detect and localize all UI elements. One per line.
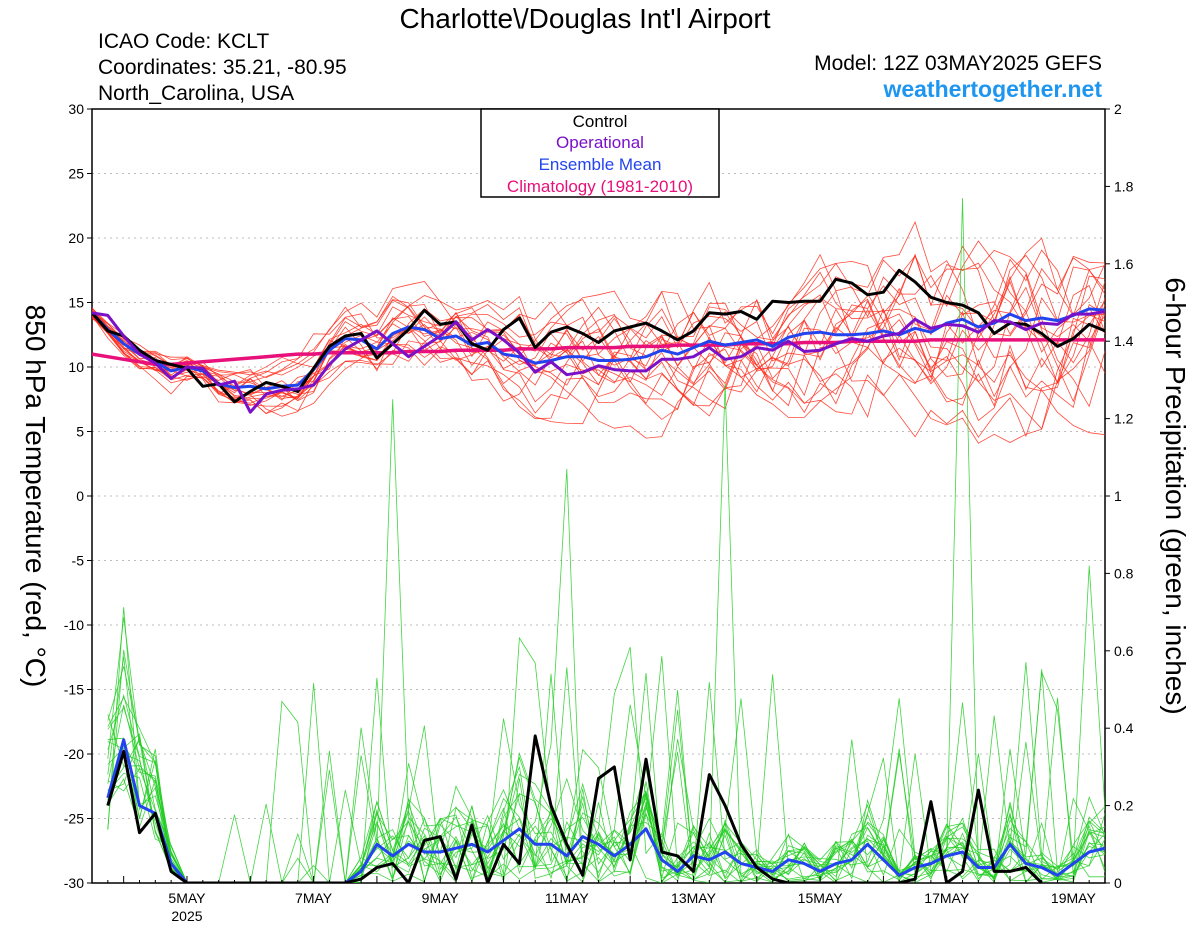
member-temp-line	[92, 254, 1105, 417]
member-precip-line	[107, 669, 1105, 883]
member-temp-line	[92, 240, 1105, 417]
grid	[92, 173, 1105, 819]
y-left-tick-label: 30	[68, 101, 84, 117]
icao-code: ICAO Code: KCLT	[98, 30, 269, 53]
y-left-tick-label: -15	[64, 682, 84, 698]
coordinates: Coordinates: 35.21, -80.95	[98, 56, 347, 79]
member-precip-line	[107, 383, 1105, 883]
legend-climatology: Climatology (1981-2010)	[507, 177, 693, 196]
y-right-tick-label: 1	[1114, 488, 1122, 504]
legend: Control Operational Ensemble Mean Climat…	[480, 108, 720, 198]
member-temp-line	[92, 280, 1105, 397]
y-left-tick-label: -20	[64, 746, 84, 762]
operational-temp-line	[92, 309, 1105, 414]
ensemble-mean-temp-line	[92, 307, 1105, 391]
legend-ensemble-mean: Ensemble Mean	[539, 155, 662, 174]
y-left-tick-label: 25	[68, 166, 84, 182]
x-tick-label: 15MAY	[798, 890, 844, 906]
member-precip-line	[107, 671, 1105, 883]
y-right-tick-label: 1.8	[1114, 178, 1134, 194]
member-precip-line	[107, 197, 1105, 883]
x-tick-label: 5MAY	[168, 890, 206, 906]
ensemble-mean-precip-line	[106, 738, 1105, 883]
member-precip-line	[107, 666, 1105, 883]
member-temp-line	[92, 295, 1105, 406]
member-temp-line	[92, 290, 1105, 407]
x-tick-label: 17MAY	[924, 890, 970, 906]
member-precip-line	[107, 636, 1105, 883]
control-precip-line	[106, 734, 1043, 883]
member-precip-line	[107, 617, 1105, 883]
x-tick-label: 11MAY	[545, 890, 589, 906]
y-right-label: 6-hour Precipitation (green, inches)	[1160, 277, 1191, 714]
member-temp-line	[92, 304, 1105, 444]
member-temp-line	[92, 255, 1105, 405]
y-left-tick-label: 15	[68, 295, 84, 311]
x-tick-sublabel: 2025	[171, 908, 202, 924]
y-right-tick-label: 0.8	[1114, 565, 1134, 581]
member-temp-line	[92, 290, 1105, 425]
member-precip-line	[107, 768, 1105, 883]
member-temp-line	[92, 262, 1105, 420]
member-precip-line	[107, 737, 1105, 883]
member-precip-line	[107, 704, 1105, 883]
legend-control: Control	[573, 112, 628, 131]
y-left-tick-label: -25	[64, 811, 84, 827]
site-name[interactable]: weathertogether.net	[882, 76, 1102, 102]
y-left-tick-label: -10	[64, 617, 84, 633]
y-right-tick-label: 1.2	[1114, 411, 1134, 427]
y-right-tick-label: 1.6	[1114, 256, 1134, 272]
member-precip-line	[107, 698, 1105, 883]
member-precip-line	[107, 690, 1105, 883]
member-temp-line	[92, 221, 1105, 410]
legend-operational: Operational	[556, 133, 644, 152]
model-run: Model: 12Z 03MAY2025 GEFS	[814, 52, 1102, 75]
member-temp-line	[92, 249, 1105, 439]
x-tick-label: 13MAY	[671, 890, 717, 906]
y-left-label: 850 hPa Temperature (red, °C)	[20, 305, 51, 688]
x-tick-label: 7MAY	[295, 890, 333, 906]
x-axis-ticks: 5MAY 2025 7MAY 9MAY 11MAY 13MAY 15MAY 17MAY 19MA…	[91, 876, 1106, 924]
y-right-tick-label: 1.4	[1114, 333, 1134, 349]
y-right-tick-label: 2	[1114, 101, 1122, 117]
y-right-tick-label: 0.2	[1114, 798, 1134, 814]
members-precip	[107, 197, 1105, 883]
chart-title: Charlotte\/Douglas Int'l Airport	[399, 3, 770, 34]
member-temp-line	[92, 271, 1105, 430]
y-right-tick-label: 0.4	[1114, 720, 1134, 736]
y-right-tick-label: 0	[1114, 875, 1122, 891]
member-temp-line	[92, 255, 1105, 407]
y-left-tick-label: 0	[76, 488, 84, 504]
control-temp-line	[92, 268, 1105, 404]
y-left-tick-label: 20	[68, 230, 84, 246]
legend-box	[480, 108, 720, 198]
region: North_Carolina, USA	[98, 82, 294, 105]
left-axis-ticks: 30 25 20 15 10 5 0 -5 -10 -15 -20 -25 -30	[64, 101, 92, 891]
right-axis-ticks: 2 1.8 1.6 1.4 1.2 1 0.8 0.6 0.4 0.2 0	[1105, 101, 1134, 891]
y-left-tick-label: 10	[68, 359, 84, 375]
member-precip-line	[107, 718, 1105, 883]
y-left-tick-label: -30	[64, 875, 84, 891]
x-tick-label: 9MAY	[422, 890, 460, 906]
climatology-line	[92, 338, 1105, 367]
y-left-tick-label: -5	[72, 553, 85, 569]
member-precip-line	[107, 649, 1105, 883]
y-right-tick-label: 0.6	[1114, 643, 1134, 659]
y-left-tick-label: 5	[76, 424, 84, 440]
x-tick-label: 19MAY	[1051, 890, 1097, 906]
